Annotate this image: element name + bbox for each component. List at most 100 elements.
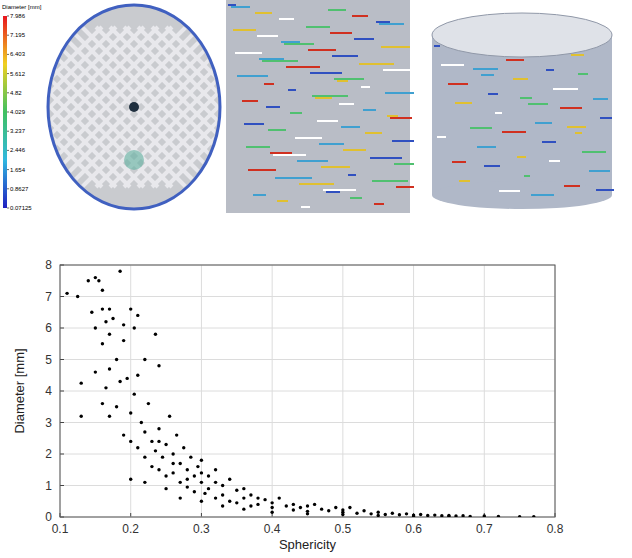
y-tick-label: 3 [45,416,52,430]
pore-streak [370,157,402,159]
point [111,317,114,320]
pore-streak [266,106,280,108]
point [249,504,252,507]
pore-streak [376,21,390,23]
pore-streak [310,72,342,74]
pore-streak [299,183,334,185]
y-tick [60,359,64,360]
colorbar-tick [7,92,9,93]
pore-streak [354,38,374,40]
point [193,474,196,477]
y-tick-label: 4 [45,384,52,398]
point [115,358,118,361]
point [136,314,139,317]
colorbar-tick [7,54,9,55]
pore-streak [571,54,584,56]
point [235,501,238,504]
point [193,490,196,493]
point [242,487,245,490]
y-tick-label: 8 [45,258,52,272]
point [97,279,100,282]
pore-streak [549,160,560,162]
point [468,515,471,517]
point [341,508,344,511]
pore-streak [308,49,336,51]
x-tick-label: 0.5 [335,522,352,536]
pore-streak [379,23,404,25]
point [235,489,238,492]
pore-streak [513,78,528,80]
point [90,311,93,314]
pore-streak [339,103,354,105]
point [104,386,107,389]
colorbar-tick-label: 4.029 [10,109,26,115]
pore-streak [330,32,352,34]
pore-streak [244,123,264,125]
pore-streak [237,75,268,77]
point [270,511,273,514]
point [256,496,259,499]
pore-streak [506,59,524,61]
pore-streak [452,161,466,163]
point [249,493,252,496]
x-tick-label: 0.7 [476,522,493,536]
point [186,478,189,481]
pore-streak [374,203,384,205]
point [122,323,125,326]
colorbar-tick-label: 6.403 [10,51,26,57]
point [171,452,174,455]
grid-line [60,454,555,455]
pore-streak [270,152,292,154]
pore-streak [470,127,492,129]
pore-streak [257,35,278,37]
point [207,474,210,477]
point [129,478,132,481]
point [179,462,182,465]
colorbar [3,16,7,208]
point [419,513,422,516]
pore-streak [343,149,366,151]
point [175,433,178,436]
plot-area [60,265,555,517]
colorbar-tick-label: 0.8627 [10,186,29,192]
point [115,405,118,408]
pore-streak [390,117,412,119]
point [200,471,203,474]
point [147,402,150,405]
point [179,496,182,499]
point [426,514,429,517]
pore-streak [481,74,494,76]
point [171,471,174,474]
y-axis-title: Diameter [mm] [12,348,27,433]
y-tick-label: 6 [45,321,52,335]
pore-streak [473,68,498,70]
point [398,513,401,516]
point [203,492,206,495]
grid-line [60,391,555,392]
pore-streak [246,146,270,148]
point [228,500,231,503]
y-tick-label: 1 [45,479,52,493]
colorbar-tick-label: 7.986 [10,13,26,19]
pore-streak [589,170,610,172]
pore-streak [542,141,556,143]
colorbar-tick-label: 5.612 [10,71,26,77]
point [214,468,217,471]
point [140,421,143,424]
point [242,496,245,499]
pore-streak [242,100,258,102]
point [228,478,231,481]
figure: Diameter [mm]7.9867.1956.4035.6124.824.0… [0,0,632,558]
pore-streak [228,4,236,6]
point [164,443,167,446]
point [150,440,153,443]
cylinder-bottom [432,181,612,209]
pore-streak [553,88,578,90]
point [171,462,174,465]
pore-streak [334,78,364,80]
pore-streak [361,86,370,88]
pore-streak [560,107,582,109]
pore-streak [259,58,284,60]
point [87,279,90,282]
pore-streak [383,69,416,71]
